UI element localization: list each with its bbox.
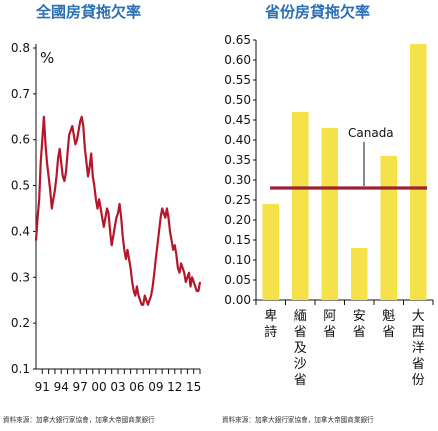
- left-x-tick-label: 97: [73, 380, 88, 394]
- right-y-tick-label: 0.05: [224, 273, 251, 287]
- province-bar: [291, 112, 309, 300]
- category-label-char: 詩: [264, 325, 277, 340]
- left-y-tick-label: 0.1: [11, 362, 30, 376]
- province-bar: [409, 44, 427, 300]
- category-label-char: 阿: [323, 309, 336, 324]
- right-y-tick-label: 0.25: [224, 193, 251, 207]
- canada-label: Canada: [348, 126, 394, 140]
- category-label-char: 省: [294, 373, 307, 388]
- category-label-char: 西: [412, 325, 425, 340]
- category-label-char: 省: [323, 325, 336, 340]
- province-bar: [321, 128, 339, 300]
- left-y-tick-label: 0.8: [11, 41, 30, 55]
- province-bar: [350, 248, 368, 300]
- right-y-tick-label: 0.45: [224, 113, 251, 127]
- category-label-char: 卑: [264, 308, 277, 324]
- left-y-tick-label: 0.5: [11, 179, 30, 193]
- right-y-tick-label: 0.50: [224, 93, 251, 107]
- right-y-tick-label: 0.55: [224, 73, 251, 87]
- right-y-tick-label: 0.60: [224, 53, 251, 67]
- left-chart-title: 全國房貸拖欠率: [36, 3, 142, 21]
- left-y-tick-label: 0.4: [11, 224, 30, 238]
- category-label-char: 及: [294, 341, 307, 356]
- left-x-tick-label: 91: [35, 380, 50, 394]
- right-y-tick-label: 0.65: [224, 33, 251, 47]
- left-x-tick-label: 00: [91, 380, 106, 394]
- provincial-delinquency-bar-chart: 0.65 0.60 0.55 0.50 0.45 0.40 0.35 0.30 0.25 0.20…: [224, 33, 434, 388]
- category-label-char: 省: [382, 325, 395, 340]
- left-x-tick-label: 09: [148, 380, 163, 394]
- category-label-char: 魁: [382, 308, 395, 324]
- left-source-note: 資料來源：加拿大銀行家協會，加拿大帝國商業銀行: [3, 416, 155, 424]
- left-x-tick-label: 15: [186, 380, 201, 394]
- left-unit-label: %: [40, 49, 54, 67]
- right-y-tick-label: 0.30: [224, 173, 251, 187]
- right-y-tick-label: 0.00: [224, 293, 251, 307]
- province-bar: [262, 204, 280, 300]
- right-y-tick-label: 0.15: [224, 233, 251, 247]
- left-x-tick-label: 12: [167, 380, 182, 394]
- right-y-tick-label: 0.20: [224, 213, 251, 227]
- category-label-char: 洋: [412, 341, 425, 356]
- left-y-tick-label: 0.3: [11, 270, 30, 284]
- category-label-char: 緬: [294, 309, 307, 324]
- category-label-char: 沙: [294, 357, 307, 372]
- left-x-tick-label: 06: [129, 380, 144, 394]
- right-y-tick-label: 0.40: [224, 133, 251, 147]
- right-source-note: 資料來源：加拿大銀行家協會，加拿大帝國商業銀行: [222, 416, 374, 424]
- left-x-tick-label: 94: [54, 380, 69, 394]
- left-y-tick-label: 0.6: [11, 133, 30, 147]
- national-delinquency-line: [34, 115, 202, 306]
- category-label-char: 省: [353, 325, 366, 340]
- category-label-char: 省: [412, 357, 425, 372]
- right-y-tick-label: 0.10: [224, 253, 251, 267]
- national-delinquency-line-chart: 0.8 0.7 0.6 0.5 0.4 0.3 0.2 0.1% 91 94 97 00 03 06 09 1…: [11, 41, 202, 394]
- province-bar: [380, 156, 398, 300]
- category-label-char: 份: [412, 373, 425, 388]
- right-chart-title: 省份房貸拖欠率: [265, 3, 371, 21]
- category-label-char: 省: [294, 325, 307, 340]
- left-y-tick-label: 0.7: [11, 87, 30, 101]
- category-label-char: 大: [412, 309, 425, 324]
- left-y-tick-label: 0.2: [11, 316, 30, 330]
- category-label-char: 安: [353, 309, 366, 324]
- left-x-tick-label: 03: [110, 380, 125, 394]
- right-y-tick-label: 0.35: [224, 153, 251, 167]
